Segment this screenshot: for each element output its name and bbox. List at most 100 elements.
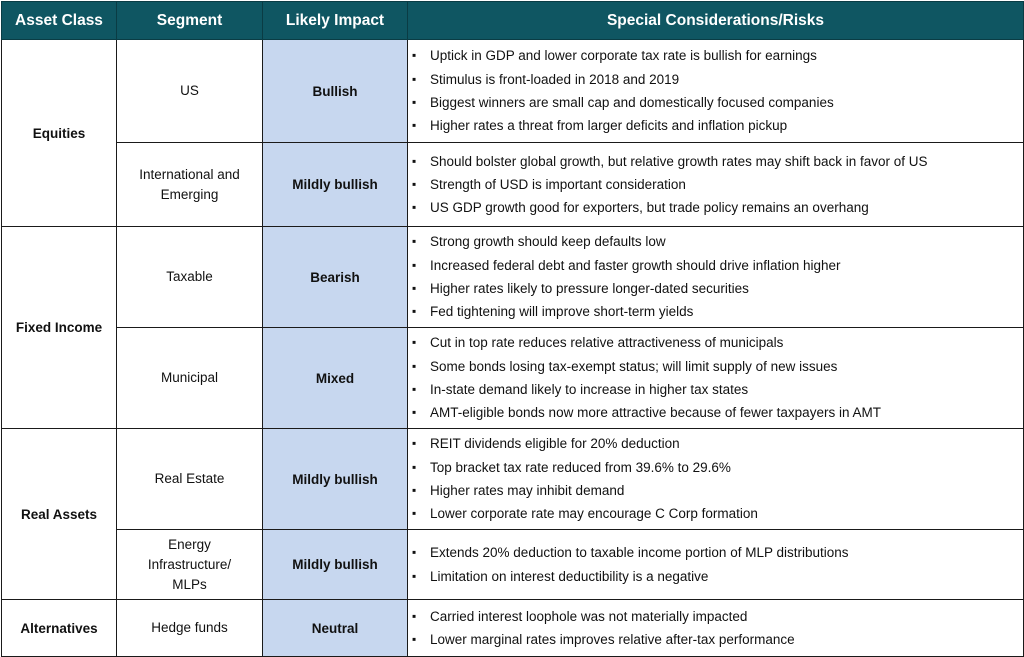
consideration-text: Strong growth should keep defaults low bbox=[430, 234, 666, 250]
list-item: ▪ AMT-eligible bonds now more attractive … bbox=[408, 401, 1023, 424]
likely-impact-cell: Mixed bbox=[262, 327, 408, 429]
square-bullet-icon: ▪ bbox=[412, 358, 417, 373]
square-bullet-icon: ▪ bbox=[412, 234, 417, 249]
consideration-text: Higher rates likely to pressure longer-d… bbox=[430, 281, 749, 296]
consideration-text: Stimulus is front-loaded in 2018 and 201… bbox=[430, 71, 680, 87]
square-bullet-icon: ▪ bbox=[412, 48, 417, 63]
consideration-text: In-state demand likely to increase in hi… bbox=[430, 382, 749, 397]
square-bullet-icon: ▪ bbox=[412, 176, 417, 191]
consideration-text: Extends 20% deduction to taxable income … bbox=[430, 545, 849, 561]
segment-cell: Municipal bbox=[116, 327, 263, 429]
asset-class-cell: Equities bbox=[1, 39, 117, 227]
list-item: ▪ Fed tightening will improve short-term … bbox=[408, 300, 1023, 323]
segment-cell: Energy Infrastructure/MLPs bbox=[116, 529, 263, 600]
header-segment: Segment bbox=[116, 1, 263, 40]
consideration-text: US GDP growth good for exporters, but tr… bbox=[430, 200, 869, 216]
considerations-list: ▪ REIT dividends eligible for 20% deducti… bbox=[408, 432, 1023, 525]
considerations-list: ▪ Uptick in GDP and lower corporate tax r… bbox=[408, 44, 1023, 137]
list-item: ▪ Higher rates may inhibit demand bbox=[408, 479, 1023, 502]
square-bullet-icon: ▪ bbox=[412, 382, 417, 396]
considerations-list: ▪ Strong growth should keep defaults low ▪… bbox=[408, 230, 1023, 323]
header-likely-impact: Likely Impact bbox=[262, 1, 408, 40]
consideration-text: Limitation on interest deductibility is … bbox=[430, 568, 709, 584]
square-bullet-icon: ▪ bbox=[412, 632, 417, 646]
segment-cell: US bbox=[116, 39, 263, 143]
considerations-list: ▪ Cut in top rate reduces relative attrac… bbox=[408, 331, 1023, 424]
considerations-cell: ▪ Uptick in GDP and lower corporate tax r… bbox=[407, 39, 1024, 143]
segment-cell: Real Estate bbox=[116, 428, 263, 530]
asset-class-cell: Alternatives bbox=[1, 599, 117, 657]
consideration-text: Fed tightening will improve short-term y… bbox=[430, 304, 694, 320]
segment-label-line: MLPs bbox=[172, 576, 207, 592]
list-item: ▪ Carried interest loophole was not mater… bbox=[408, 605, 1023, 628]
consideration-text: REIT dividends eligible for 20% deductio… bbox=[430, 436, 680, 452]
square-bullet-icon: ▪ bbox=[412, 483, 417, 497]
consideration-text: Top bracket tax rate reduced from 39.6% … bbox=[430, 459, 731, 475]
list-item: ▪ In-state demand likely to increase in h… bbox=[408, 378, 1023, 401]
consideration-text: Carried interest loophole was not materi… bbox=[430, 608, 748, 624]
list-item: ▪ Strength of USD is important considerat… bbox=[408, 173, 1023, 196]
list-item: ▪ Lower marginal rates improves relative … bbox=[408, 628, 1023, 651]
square-bullet-icon: ▪ bbox=[412, 118, 417, 133]
list-item: ▪ Top bracket tax rate reduced from 39.6%… bbox=[408, 456, 1023, 479]
consideration-text: Should bolster global growth, but relati… bbox=[430, 153, 928, 169]
table-row: Equities US Bullish ▪ Uptick in GDP and lowe… bbox=[1, 39, 1024, 227]
segment-label-line: Energy bbox=[168, 536, 211, 552]
table-header-row: Asset Class Segment Likely Impact Specia… bbox=[1, 1, 1024, 40]
list-item: ▪ Limitation on interest deductibility is… bbox=[408, 565, 1023, 588]
asset-class-cell: Fixed Income bbox=[1, 226, 117, 429]
considerations-cell: ▪ Cut in top rate reduces relative attrac… bbox=[407, 327, 1024, 429]
list-item: ▪ Cut in top rate reduces relative attrac… bbox=[408, 331, 1023, 354]
square-bullet-icon: ▪ bbox=[412, 95, 417, 109]
consideration-text: Higher rates a threat from larger defici… bbox=[430, 118, 788, 134]
likely-impact-cell: Neutral bbox=[262, 599, 408, 657]
considerations-cell: ▪ Should bolster global growth, but relat… bbox=[407, 142, 1024, 227]
square-bullet-icon: ▪ bbox=[412, 506, 417, 521]
consideration-text: Increased federal debt and faster growth… bbox=[430, 257, 841, 273]
likely-impact-cell: Mildly bullish bbox=[262, 428, 408, 530]
likely-impact-cell: Bearish bbox=[262, 226, 408, 328]
likely-impact-cell: Mildly bullish bbox=[262, 142, 408, 227]
square-bullet-icon: ▪ bbox=[412, 545, 417, 560]
segment-label-line: International and bbox=[139, 166, 240, 182]
list-item: ▪ Uptick in GDP and lower corporate tax r… bbox=[408, 44, 1023, 67]
considerations-list: ▪ Carried interest loophole was not mater… bbox=[408, 605, 1023, 652]
header-considerations: Special Considerations/Risks bbox=[407, 1, 1024, 40]
consideration-text: AMT-eligible bonds now more attractive b… bbox=[430, 405, 881, 421]
square-bullet-icon: ▪ bbox=[412, 405, 417, 420]
list-item: ▪ Stimulus is front-loaded in 2018 and 20… bbox=[408, 68, 1023, 91]
list-item: ▪ Lower corporate rate may encourage C Co… bbox=[408, 502, 1023, 525]
header-asset-class: Asset Class bbox=[1, 1, 117, 40]
table-row: Energy Infrastructure/MLPs Mildly bullish ▪… bbox=[2, 529, 1024, 600]
square-bullet-icon: ▪ bbox=[412, 459, 417, 474]
consideration-text: Biggest winners are small cap and domest… bbox=[430, 95, 834, 110]
table-row: Alternatives Hedge funds Neutral ▪ Carried i… bbox=[1, 599, 1024, 657]
square-bullet-icon: ▪ bbox=[412, 436, 417, 451]
list-item: ▪ US GDP growth good for exporters, but t… bbox=[408, 196, 1023, 219]
list-item: ▪ Increased federal debt and faster growt… bbox=[408, 254, 1023, 277]
consideration-text: Higher rates may inhibit demand bbox=[430, 483, 625, 498]
segment-cell: Hedge funds bbox=[116, 599, 263, 657]
list-item: ▪ Some bonds losing tax-exempt status; w… bbox=[408, 355, 1023, 378]
considerations-cell: ▪ Strong growth should keep defaults low ▪… bbox=[407, 226, 1024, 328]
table-body: Equities US Bullish ▪ Uptick in GDP and lowe… bbox=[1, 39, 1024, 657]
table-row: International and Emerging Mildly bullish ▪… bbox=[2, 142, 1024, 227]
square-bullet-icon: ▪ bbox=[412, 608, 417, 623]
list-item: ▪ Strong growth should keep defaults low bbox=[408, 230, 1023, 253]
square-bullet-icon: ▪ bbox=[412, 71, 417, 86]
segment-label-line: Emerging bbox=[160, 186, 219, 202]
consideration-text: Lower marginal rates improves relative a… bbox=[430, 632, 795, 647]
square-bullet-icon: ▪ bbox=[412, 304, 417, 319]
list-item: ▪ Biggest winners are small cap and domes… bbox=[408, 91, 1023, 114]
segment-label-line: Infrastructure/ bbox=[147, 556, 232, 572]
considerations-cell: ▪ Extends 20% deduction to taxable income… bbox=[407, 529, 1024, 600]
table-row: Municipal Mixed ▪ Cut in top rate reduces r… bbox=[2, 327, 1024, 429]
list-item: ▪ Higher rates likely to pressure longer-… bbox=[408, 277, 1023, 300]
segment-cell: International and Emerging bbox=[116, 142, 263, 227]
consideration-text: Uptick in GDP and lower corporate tax ra… bbox=[430, 48, 817, 64]
consideration-text: Cut in top rate reduces relative attract… bbox=[430, 335, 784, 351]
segment-cell: Taxable bbox=[116, 226, 263, 328]
consideration-text: Some bonds losing tax-exempt status; wil… bbox=[430, 358, 838, 374]
square-bullet-icon: ▪ bbox=[412, 153, 417, 168]
